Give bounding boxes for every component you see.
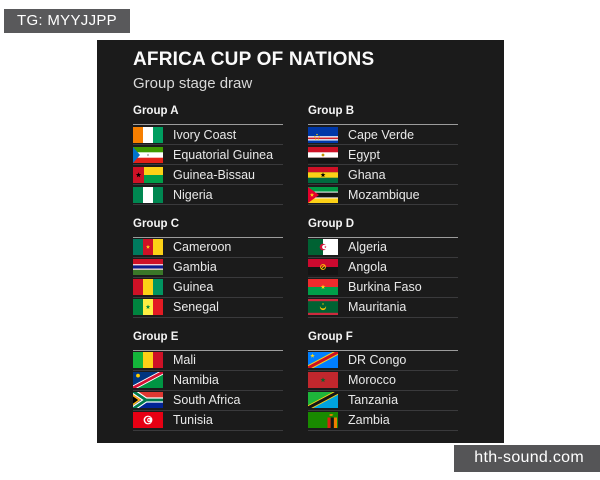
group-section-f: Group F DR Congo Morocco Tanzania Zambia bbox=[308, 331, 458, 431]
groups-grid: Group A Ivory Coast Equatorial Guinea Gu… bbox=[133, 105, 468, 431]
group-name: Group D bbox=[308, 218, 458, 238]
team-row: Morocco bbox=[308, 371, 458, 391]
draw-card: AFRICA CUP OF NATIONS Group stage draw G… bbox=[97, 40, 504, 443]
team-row: Mozambique bbox=[308, 185, 458, 206]
team-name: Cameroon bbox=[173, 240, 232, 255]
team-name: Gambia bbox=[173, 260, 217, 275]
equatorial-guinea-flag-icon bbox=[133, 146, 163, 163]
team-name: Guinea-Bissau bbox=[173, 167, 255, 182]
morocco-flag-icon bbox=[308, 372, 338, 389]
group-section-d: Group D Algeria Angola Burkina Faso Maur… bbox=[308, 218, 458, 318]
group-name: Group A bbox=[133, 105, 283, 126]
group-section-e: Group E Mali Namibia South Africa Tunisi… bbox=[133, 331, 283, 431]
team-row: Equatorial Guinea bbox=[133, 145, 283, 166]
team-name: Algeria bbox=[348, 240, 387, 255]
group-name: Group B bbox=[308, 105, 458, 126]
group-name: Group E bbox=[133, 331, 283, 351]
group-section-c: Group C Cameroon Gambia Guinea Senegal bbox=[133, 218, 283, 318]
team-list: Algeria Angola Burkina Faso Mauritania bbox=[308, 238, 458, 318]
team-row: Ivory Coast bbox=[133, 125, 283, 146]
team-name: Zambia bbox=[348, 413, 390, 428]
team-list: DR Congo Morocco Tanzania Zambia bbox=[308, 351, 458, 431]
group-name: Group C bbox=[133, 218, 283, 238]
team-row: DR Congo bbox=[308, 351, 458, 371]
team-name: Namibia bbox=[173, 373, 219, 388]
guinea-flag-icon bbox=[133, 279, 163, 296]
namibia-flag-icon bbox=[133, 372, 163, 389]
team-name: Nigeria bbox=[173, 187, 213, 202]
team-list: Ivory Coast Equatorial Guinea Guinea-Bis… bbox=[133, 125, 283, 206]
team-name: Burkina Faso bbox=[348, 280, 422, 295]
senegal-flag-icon bbox=[133, 299, 163, 316]
group-name: Group F bbox=[308, 331, 458, 351]
cape-verde-flag-icon bbox=[308, 126, 338, 143]
team-name: South Africa bbox=[173, 393, 241, 408]
team-list: Cape Verde Egypt Ghana Mozambique bbox=[308, 125, 458, 206]
team-name: Mali bbox=[173, 353, 196, 368]
burkina-faso-flag-icon bbox=[308, 279, 338, 296]
tunisia-flag-icon bbox=[133, 412, 163, 429]
team-name: Angola bbox=[348, 260, 387, 275]
mauritania-flag-icon bbox=[308, 299, 338, 316]
team-name: DR Congo bbox=[348, 353, 407, 368]
team-row: Tunisia bbox=[133, 411, 283, 431]
team-row: Mali bbox=[133, 351, 283, 371]
ivory-coast-flag-icon bbox=[133, 126, 163, 143]
team-row: Mauritania bbox=[308, 298, 458, 318]
mali-flag-icon bbox=[133, 352, 163, 369]
angola-flag-icon bbox=[308, 259, 338, 276]
team-row: Ghana bbox=[308, 165, 458, 186]
team-row: Algeria bbox=[308, 238, 458, 258]
guinea-bissau-flag-icon bbox=[133, 166, 163, 183]
team-name: Tunisia bbox=[173, 413, 213, 428]
group-section-a: Group A Ivory Coast Equatorial Guinea Gu… bbox=[133, 105, 283, 206]
team-name: Morocco bbox=[348, 373, 396, 388]
team-row: Guinea bbox=[133, 278, 283, 298]
mozambique-flag-icon bbox=[308, 186, 338, 203]
page-title: AFRICA CUP OF NATIONS bbox=[133, 49, 375, 70]
page-subtitle: Group stage draw bbox=[133, 74, 253, 92]
team-name: Guinea bbox=[173, 280, 214, 295]
team-row: Guinea-Bissau bbox=[133, 165, 283, 186]
egypt-flag-icon bbox=[308, 146, 338, 163]
ghana-flag-icon bbox=[308, 166, 338, 183]
dr-congo-flag-icon bbox=[308, 352, 338, 369]
team-name: Senegal bbox=[173, 300, 219, 315]
watermark-bottom-right: hth-sound.com bbox=[454, 445, 600, 472]
team-row: Namibia bbox=[133, 371, 283, 391]
nigeria-flag-icon bbox=[133, 186, 163, 203]
team-row: South Africa bbox=[133, 391, 283, 411]
team-name: Equatorial Guinea bbox=[173, 147, 274, 162]
team-name: Mauritania bbox=[348, 300, 407, 315]
team-row: Angola bbox=[308, 258, 458, 278]
cameroon-flag-icon bbox=[133, 239, 163, 256]
team-row: Cameroon bbox=[133, 238, 283, 258]
team-row: Cape Verde bbox=[308, 125, 458, 146]
team-list: Cameroon Gambia Guinea Senegal bbox=[133, 238, 283, 318]
zambia-flag-icon bbox=[308, 412, 338, 429]
team-list: Mali Namibia South Africa Tunisia bbox=[133, 351, 283, 431]
tanzania-flag-icon bbox=[308, 392, 338, 409]
team-name: Cape Verde bbox=[348, 127, 415, 142]
team-row: Gambia bbox=[133, 258, 283, 278]
team-name: Tanzania bbox=[348, 393, 399, 408]
team-row: Burkina Faso bbox=[308, 278, 458, 298]
team-row: Senegal bbox=[133, 298, 283, 318]
team-name: Ivory Coast bbox=[173, 127, 237, 142]
team-name: Ghana bbox=[348, 167, 386, 182]
team-row: Tanzania bbox=[308, 391, 458, 411]
team-row: Zambia bbox=[308, 411, 458, 431]
watermark-top-left: TG: MYYJJPP bbox=[4, 9, 130, 33]
gambia-flag-icon bbox=[133, 259, 163, 276]
team-row: Nigeria bbox=[133, 185, 283, 206]
algeria-flag-icon bbox=[308, 239, 338, 256]
team-row: Egypt bbox=[308, 145, 458, 166]
team-name: Egypt bbox=[348, 147, 380, 162]
team-name: Mozambique bbox=[348, 187, 420, 202]
group-section-b: Group B Cape Verde Egypt Ghana Mozambiqu… bbox=[308, 105, 458, 206]
south-africa-flag-icon bbox=[133, 392, 163, 409]
